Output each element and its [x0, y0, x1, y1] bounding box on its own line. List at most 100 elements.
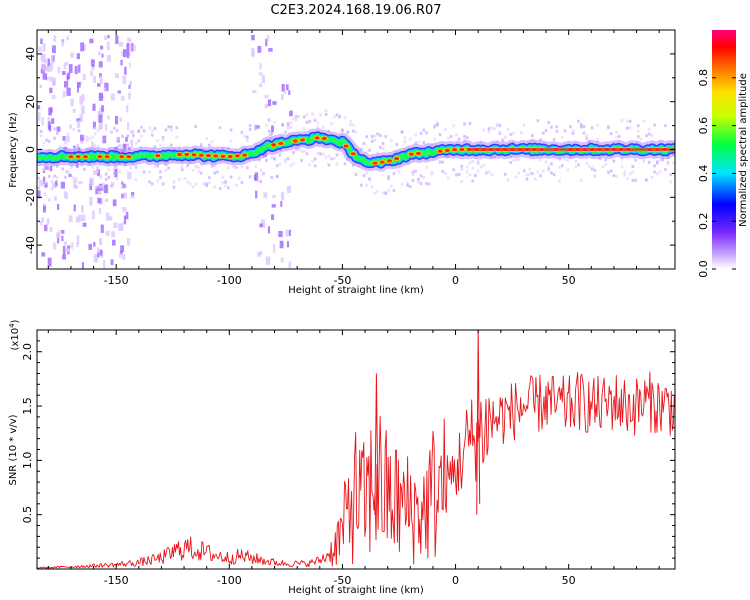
spectrogram-noise-cell	[65, 61, 69, 66]
spectrogram-halo-cell	[422, 141, 426, 145]
spectrogram-halo-cell	[308, 119, 312, 123]
spectrogram-noise-cell	[257, 251, 261, 257]
spectrogram-halo-cell	[191, 185, 195, 189]
snr-spike	[374, 373, 379, 515]
spectrogram-halo-cell	[351, 123, 355, 127]
spectrogram-halo-cell	[102, 187, 105, 191]
spectrogram-halo-cell	[159, 170, 162, 174]
spectrogram-noise-cell	[83, 44, 87, 51]
spectrogram-noise-cell	[260, 219, 266, 228]
spectrogram-halo-cell	[474, 174, 477, 178]
spectrogram-halo-cell	[300, 149, 303, 153]
spectrogram-noise-cell	[113, 166, 118, 171]
spectrogram-halo-cell	[115, 177, 119, 181]
colorbar-label: Normalized spectral amplitude	[738, 73, 749, 227]
spectrogram-halo-cell	[292, 151, 295, 155]
spectrogram-halo-cell	[91, 166, 94, 170]
spectrogram-noise-cell	[76, 242, 79, 248]
spectrogram-halo-cell	[88, 137, 92, 141]
spectrogram-noise-cell	[118, 253, 122, 258]
spectrogram-noise-cell	[130, 195, 135, 199]
spectrogram-halo-cell	[539, 174, 542, 178]
spectrogram-noise-cell	[96, 247, 99, 253]
spectrogram-halo-cell	[566, 168, 570, 172]
spectrogram-halo-cell	[647, 127, 651, 131]
spectrogram-halo-cell	[558, 157, 561, 161]
spectrogram-noise-cell	[65, 192, 68, 200]
spectrogram-halo-cell	[58, 145, 62, 149]
spectrogram-halo-cell	[237, 176, 241, 180]
spectrogram-xtick-label: 50	[562, 274, 576, 287]
spectrogram-noise-cell	[115, 35, 119, 44]
spectrogram-halo-cell	[161, 136, 165, 140]
spectrogram-noise-cell	[101, 105, 104, 112]
spectrogram-halo-cell	[631, 170, 635, 174]
spectrogram-noise-cell	[286, 185, 291, 194]
spectrogram-halo-cell	[164, 128, 168, 132]
spectrogram-halo-cell	[373, 192, 377, 196]
colorbar-ticks: 0.0 0.2 0.4 0.6 0.8	[697, 69, 736, 278]
spectrogram-halo-cell	[590, 126, 594, 130]
spectrogram-halo-cell	[658, 170, 662, 174]
spectrogram-halo-cell	[607, 126, 610, 130]
spectrogram-halo-cell	[433, 125, 436, 129]
spectrogram-halo-cell	[522, 169, 526, 173]
spectrogram-halo-cell	[547, 167, 550, 171]
spectrogram-halo-cell	[42, 141, 46, 145]
spectrogram-halo-cell	[243, 134, 246, 138]
spectrogram-halo-cell	[66, 132, 70, 136]
spectrogram-noise-cell	[122, 75, 127, 84]
spectrogram-noise-cell	[110, 182, 115, 187]
spectrogram-noise-cell	[89, 197, 93, 206]
spectrogram-halo-cell	[620, 157, 624, 161]
spectrogram-noise-cell	[92, 103, 96, 111]
spectrogram-noise-cell	[76, 144, 80, 151]
spectrogram-noise-cell	[55, 180, 58, 187]
spectrogram-halo-cell	[555, 125, 559, 129]
spectrogram-noise-cell	[61, 235, 64, 242]
spectrogram-noise-cell	[106, 212, 110, 221]
spectrogram-halo-cell	[550, 125, 553, 129]
spectrogram-halo-cell	[495, 124, 499, 128]
spectrogram-halo-cell	[72, 176, 75, 180]
spectrogram-halo-cell	[501, 138, 504, 142]
spectrogram-halo-cell	[528, 172, 531, 176]
spectrogram-noise-cell	[80, 205, 84, 213]
spectrogram-halo-cell	[417, 177, 420, 181]
spectrogram-halo-cell	[560, 135, 564, 139]
spectrogram-halo-cell	[294, 118, 298, 122]
spectrogram-hotspot	[387, 159, 392, 163]
spectrogram-halo-cell	[593, 168, 597, 172]
spectrogram-hotspot	[300, 138, 306, 142]
spectrogram-noise-cell	[265, 38, 268, 47]
spectrogram-halo-cell	[636, 124, 640, 128]
spectrogram-halo-cell	[417, 140, 420, 144]
spectrogram-halo-cell	[56, 131, 59, 135]
spectrogram-halo-cell	[118, 170, 122, 174]
spectrogram-halo-cell	[180, 165, 184, 169]
spectrogram-halo-cell	[525, 173, 529, 177]
spectrogram-noise-cell	[259, 251, 263, 255]
spectrogram-halo-cell	[343, 116, 347, 120]
spectrogram-hotspot	[379, 160, 385, 164]
spectrogram-noise-cell	[98, 207, 102, 215]
spectrogram-noise-cell	[43, 181, 47, 185]
spectrogram-halo-cell	[438, 133, 442, 137]
spectrogram-halo-cell	[110, 130, 113, 134]
spectrogram-halo-cell	[438, 160, 442, 164]
spectrogram-noise-cell	[72, 108, 76, 113]
spectrogram-halo-cell	[172, 180, 176, 184]
spectrogram-halo-cell	[514, 175, 518, 179]
spectrogram-noise-cell	[66, 72, 71, 80]
spectrogram-halo-cell	[449, 134, 453, 138]
spectrogram-halo-cell	[531, 172, 534, 176]
spectrogram-halo-cell	[422, 128, 426, 132]
spectrogram-hotspot	[220, 154, 226, 158]
spectrogram-noise-cell	[68, 215, 73, 222]
spectrogram-noise-cell	[267, 99, 272, 107]
spectrogram-noise-cell	[81, 94, 85, 102]
snr-ytick-label: 2.0	[21, 343, 34, 361]
spectrogram-halo-cell	[341, 128, 344, 132]
spectrogram-noise-cell	[38, 46, 42, 52]
spectrogram-halo-cell	[582, 131, 586, 135]
